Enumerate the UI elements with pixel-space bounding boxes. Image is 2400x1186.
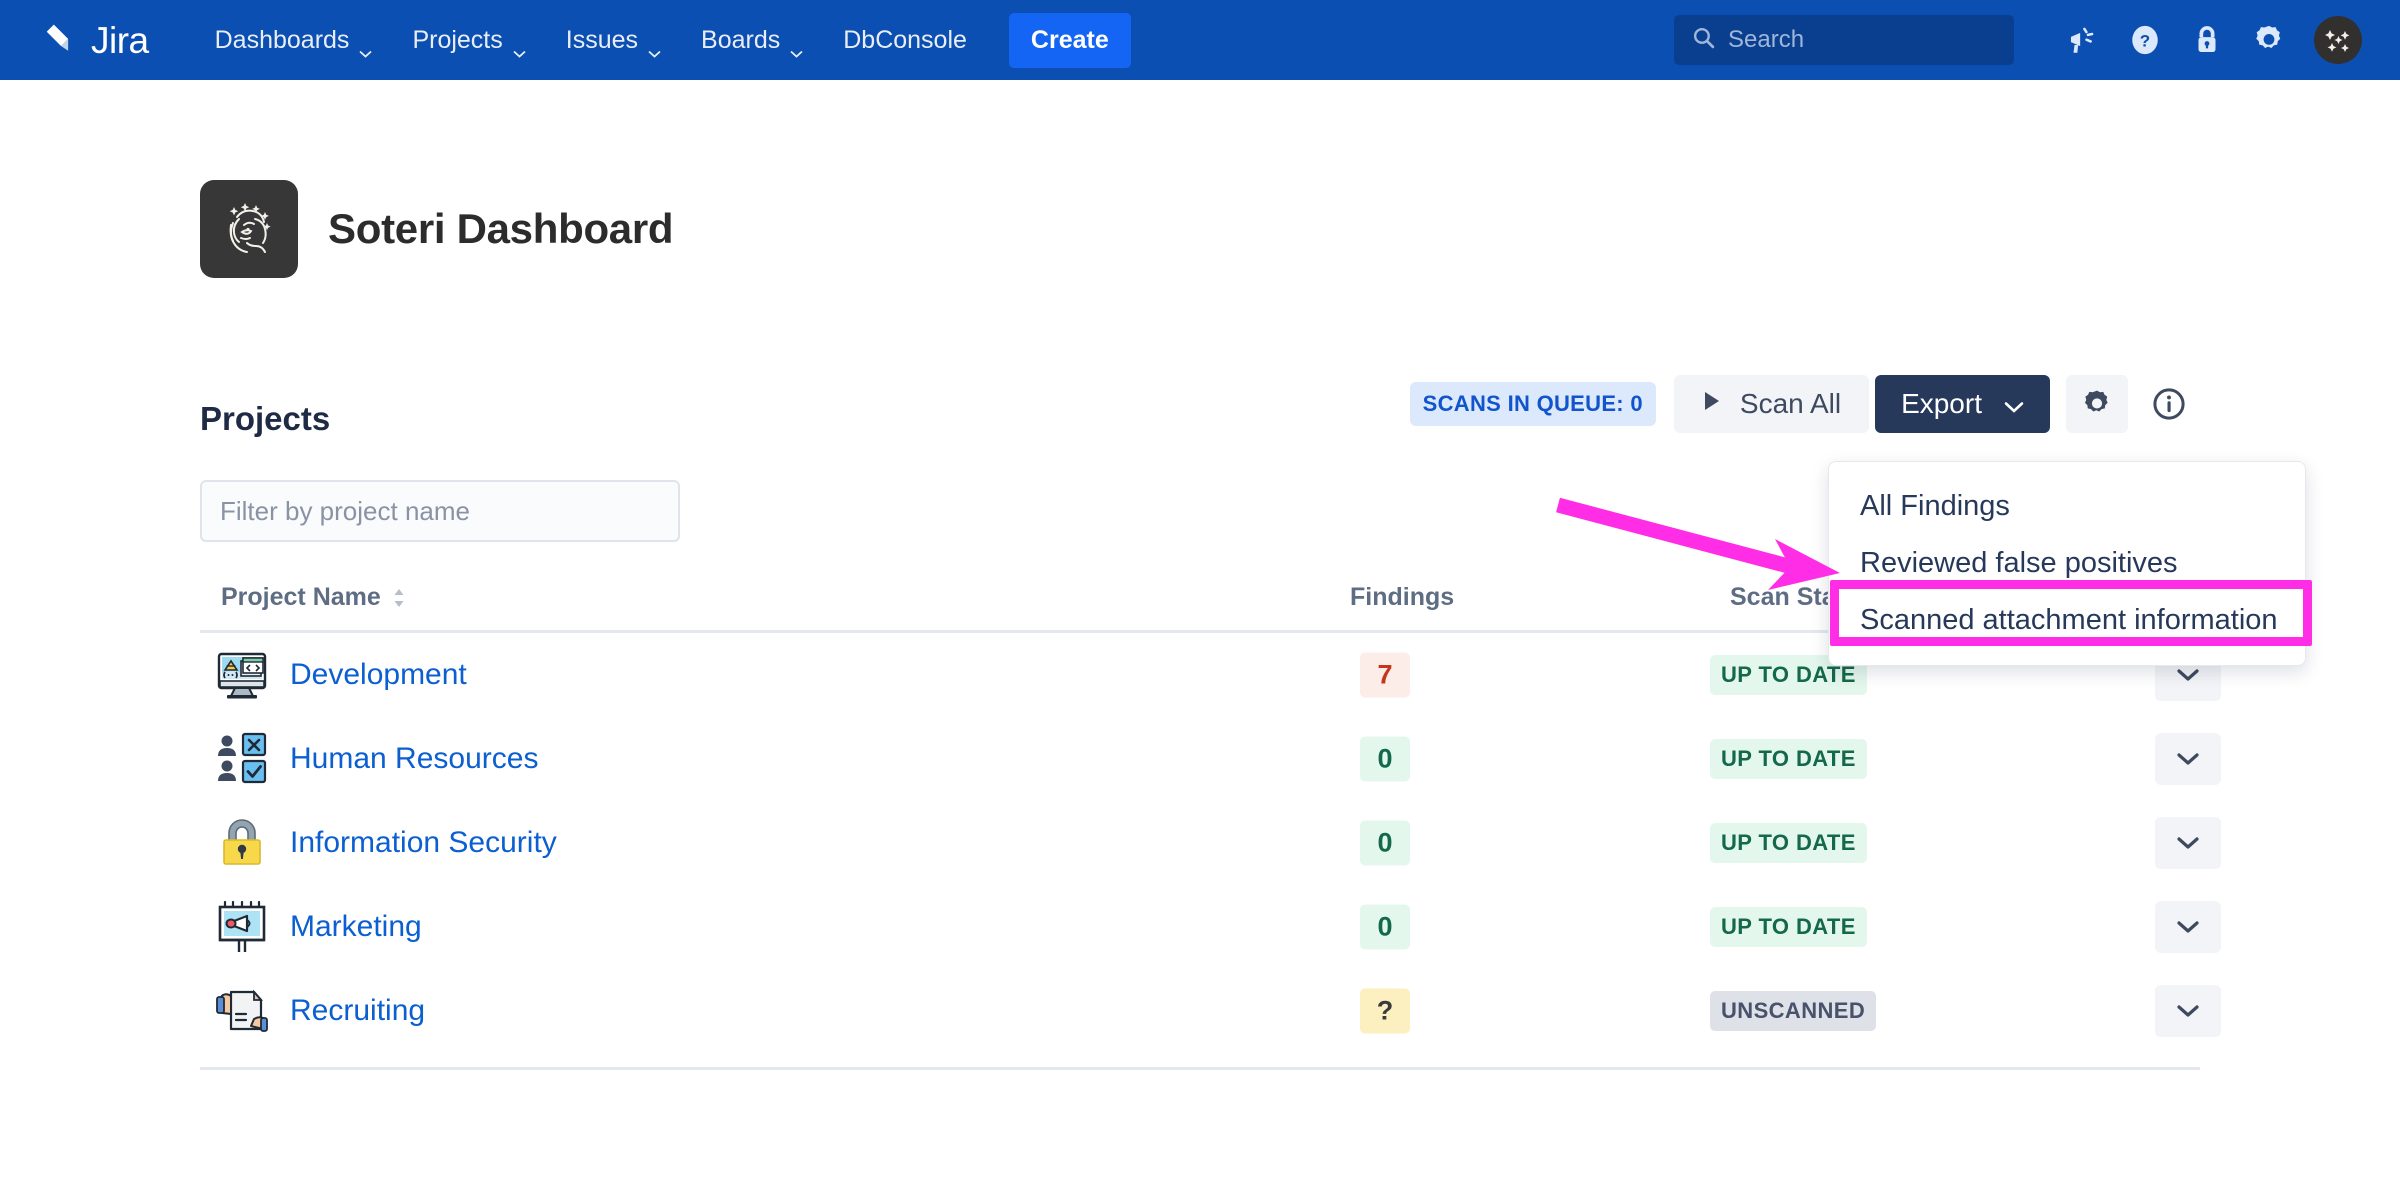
nav-item-issues[interactable]: Issues [546,0,681,80]
billboard-megaphone-icon [214,899,270,955]
project-link[interactable]: Recruiting [290,994,426,1027]
project-link[interactable]: Human Resources [290,742,539,775]
column-header-label: Project Name [221,583,381,611]
projects-table: Project Name Findings Scan Status [200,575,2221,1070]
findings-badge: 0 [1360,820,1410,866]
nav-item-label: DbConsole [843,25,967,54]
jira-logo-icon [42,21,80,59]
export-label: Export [1901,388,1982,419]
jira-brand-text: Jira [91,19,149,61]
settings-gear-button[interactable] [2066,375,2128,433]
chevron-down-icon [2004,388,2024,420]
nav-item-dbconsole[interactable]: DbConsole [823,0,987,80]
filter-by-project-name-input[interactable] [200,480,680,542]
export-button[interactable]: Export [1875,375,2050,433]
search-input[interactable]: Search [1674,15,2014,65]
monitor-code-icon [214,647,270,703]
info-circle-icon [2153,388,2185,420]
help-circle-icon[interactable]: ? [2114,9,2176,71]
scan-all-label: Scan All [1739,388,1842,419]
nav-item-label: Projects [412,25,503,54]
chevron-down-icon [790,36,803,58]
page-content: Soteri Dashboard Projects SCANS IN QUEUE… [0,80,2400,1186]
menu-item-all-findings[interactable]: All Findings [1860,490,2010,522]
projects-section-title: Projects [200,400,331,437]
search-icon [1691,25,1716,55]
projects-toolbar: SCANS IN QUEUE: 0 Scan All Export [1409,375,2200,433]
row-expand-button[interactable] [2155,901,2221,953]
people-checklist-icon [214,731,270,787]
findings-badge: 7 [1360,652,1410,698]
status-badge: UP TO DATE [1710,907,1867,947]
nav-item-dashboards[interactable]: Dashboards [195,0,393,80]
page-title: Soteri Dashboard [328,205,674,252]
nav-right-cluster: Search ? [1674,9,2400,71]
search-placeholder-text: Search [1728,26,1805,53]
dashboard-header: Soteri Dashboard [200,180,674,278]
status-badge: UNSCANNED [1710,991,1877,1031]
nav-item-label: Dashboards [214,25,350,54]
jira-logo[interactable]: Jira [42,21,149,59]
findings-badge: 0 [1360,736,1410,782]
svg-text:?: ? [2140,31,2150,50]
export-dropdown-menu: All Findings Reviewed false positives Sc… [1828,461,2306,666]
project-link[interactable]: Marketing [290,910,422,943]
chevron-down-icon [2177,753,2199,765]
project-link[interactable]: Information Security [290,826,557,859]
padlock-icon [214,815,270,871]
user-avatar[interactable] [2314,16,2362,64]
document-handoff-icon [214,983,270,1039]
row-expand-button[interactable] [2155,985,2221,1037]
scan-all-button[interactable]: Scan All [1673,375,1870,433]
nav-menu: Dashboards Projects Issues Boards DbCons… [195,0,1131,80]
chevron-down-icon [2177,921,2199,933]
sort-arrows-icon [393,587,405,609]
status-badge: UP TO DATE [1710,739,1867,779]
chevron-down-icon [648,36,661,58]
top-navigation-bar: Jira Dashboards Projects Issues Boards [0,0,2400,80]
chevron-down-icon [513,36,526,58]
scans-in-queue-badge: SCANS IN QUEUE: 0 [1409,382,1656,426]
nav-item-projects[interactable]: Projects [392,0,545,80]
chevron-down-icon [2177,669,2199,681]
row-expand-button[interactable] [2155,817,2221,869]
chevron-down-icon [359,36,373,58]
column-header-findings: Findings [1350,583,1455,611]
chevron-down-icon [2177,1005,2199,1017]
gear-icon [2084,390,2108,412]
table-bottom-divider [200,1067,2200,1070]
create-button[interactable]: Create [1008,12,1131,68]
table-row: Information Security 0 UP TO DATE [200,801,2221,885]
lock-icon[interactable] [2176,9,2238,71]
play-icon [1702,388,1722,420]
menu-item-reviewed-false-positives[interactable]: Reviewed false positives [1860,547,2178,579]
nav-item-label: Boards [701,25,781,54]
menu-item-scanned-attachment-information[interactable]: Scanned attachment information [1860,604,2278,636]
megaphone-icon[interactable] [2052,9,2114,71]
nav-item-boards[interactable]: Boards [681,0,823,80]
gear-icon[interactable] [2238,9,2300,71]
table-row: Human Resources 0 UP TO DATE [200,717,2221,801]
chevron-down-icon [2177,837,2199,849]
findings-badge: 0 [1360,904,1410,950]
column-header-project-name[interactable]: Project Name [221,583,405,612]
table-row: Marketing 0 UP TO DATE [200,885,2221,969]
status-badge: UP TO DATE [1710,823,1867,863]
soteri-medusa-logo-icon [200,180,298,278]
nav-item-label: Issues [565,25,639,54]
findings-badge: ? [1360,988,1410,1034]
table-row: Recruiting ? UNSCANNED [200,969,2221,1053]
info-button[interactable] [2138,375,2200,433]
project-link[interactable]: Development [290,658,467,691]
row-expand-button[interactable] [2155,733,2221,785]
